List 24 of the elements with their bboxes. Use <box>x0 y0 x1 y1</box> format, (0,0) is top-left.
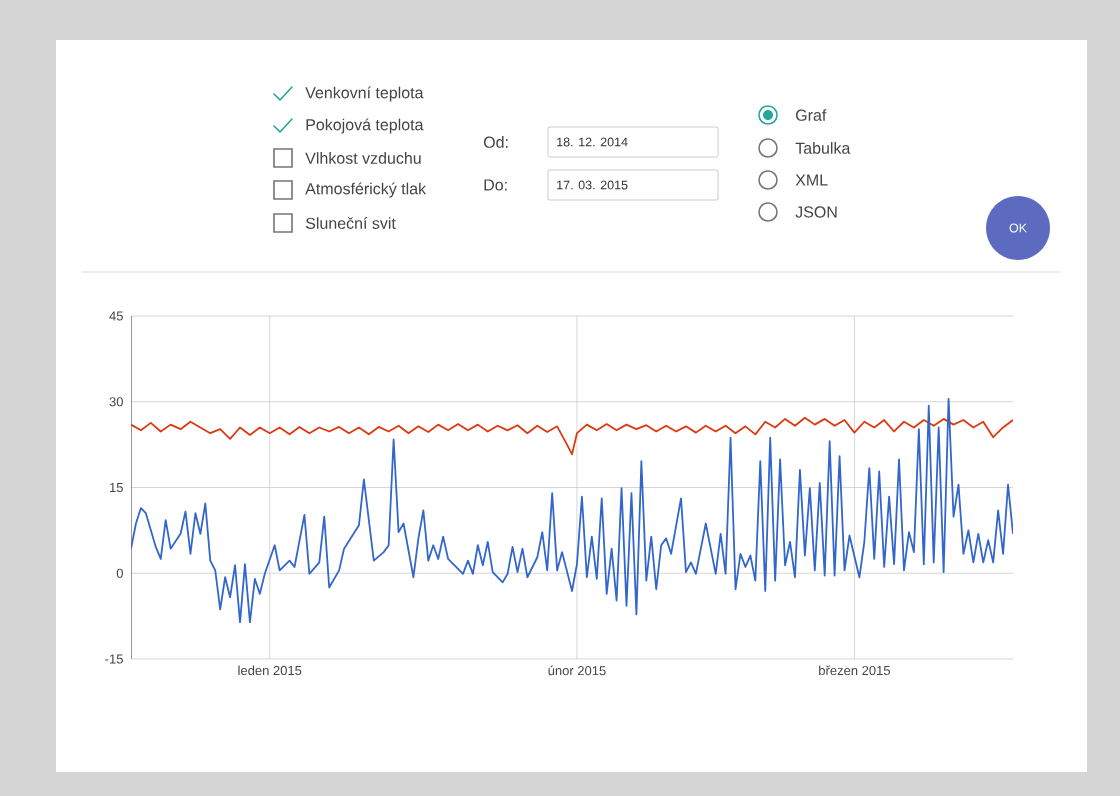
text: Do: <box>484 179 507 191</box>
text: Sluneční svit <box>305 217 396 229</box>
y-tick-label: 15 <box>110 482 123 493</box>
y-tick-label: 45 <box>109 311 123 321</box>
text: JSON <box>795 206 837 218</box>
x-tick-label: únor 2015 <box>548 665 606 676</box>
text: 17. 03. 2015 <box>557 180 628 190</box>
text: Vlhkost vzduchu <box>305 152 421 164</box>
y-tick-label: 30 <box>109 397 123 407</box>
text: OK <box>1009 223 1027 233</box>
x-tick-label: leden 2015 <box>238 665 302 676</box>
line-series <box>131 397 1013 624</box>
y-tick-label: -15 <box>105 654 123 664</box>
text: Tabulka <box>795 142 851 154</box>
text: Venkovní teplota <box>305 86 424 102</box>
text: Od: <box>483 136 508 148</box>
x-tick-label: březen 2015 <box>819 665 890 676</box>
text: Atmosférický tlak <box>305 182 427 198</box>
text: Graf <box>796 109 827 121</box>
line-series <box>131 416 1013 456</box>
y-tick-label: 0 <box>116 568 123 578</box>
text: Pokojová teplota <box>306 118 424 134</box>
text: 18. 12. 2014 <box>557 137 628 147</box>
text: XML <box>795 174 828 186</box>
